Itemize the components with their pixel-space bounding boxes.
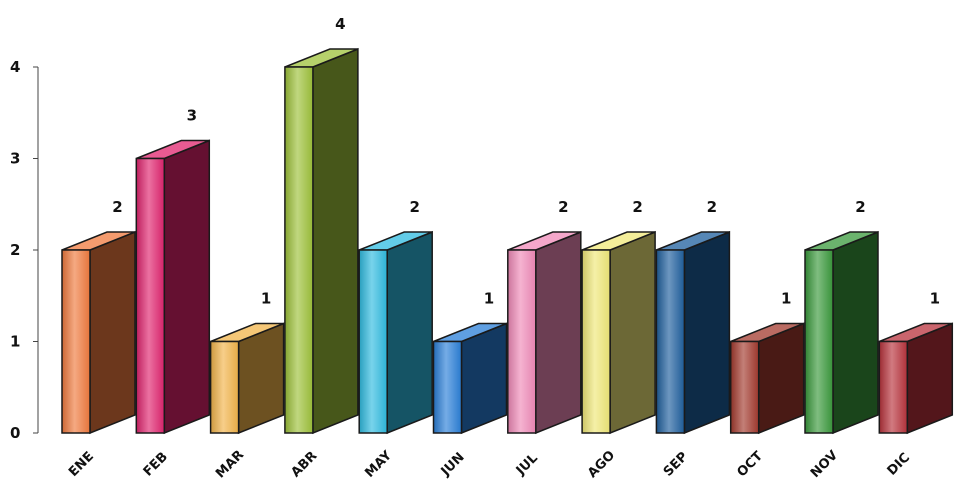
data-label: 4 xyxy=(335,15,345,33)
bar-side-face xyxy=(535,230,582,435)
bar-ene xyxy=(61,230,136,435)
x-tick-label: MAR xyxy=(213,448,247,482)
data-label: 2 xyxy=(558,198,568,216)
bar-side-face xyxy=(312,47,359,435)
bar-front-face xyxy=(804,249,834,434)
y-tick-label: 4 xyxy=(10,58,20,76)
data-label: 2 xyxy=(112,198,122,216)
category-labels: ENE FEB MAR ABR MAY JUN JUL AGO SEP OCT NOV DIC xyxy=(66,448,913,482)
x-tick-label: NOV xyxy=(808,448,841,481)
x-tick-label: ABR xyxy=(289,449,321,481)
x-tick-label: OCT xyxy=(735,449,767,481)
bar-side-face xyxy=(89,230,136,435)
bar-jun xyxy=(432,322,508,435)
data-label: 1 xyxy=(484,290,494,308)
bar-jul xyxy=(507,230,582,435)
x-tick-label: JUL xyxy=(513,451,541,479)
bar-side-face xyxy=(609,230,656,435)
x-tick-label: DIC xyxy=(885,450,913,478)
bars xyxy=(61,47,954,435)
bar-side-face xyxy=(460,322,508,435)
bar-front-face xyxy=(61,249,91,434)
bar-side-face xyxy=(757,322,805,435)
bar-dic xyxy=(878,322,954,435)
x-tick-label: MAY xyxy=(362,448,395,481)
data-label: 1 xyxy=(930,290,940,308)
bar-front-face xyxy=(878,340,909,434)
bar-front-face xyxy=(209,340,240,434)
bar-mar xyxy=(209,322,285,435)
bar-ago xyxy=(581,230,656,435)
bar-front-face xyxy=(432,340,463,434)
bar-front-face xyxy=(358,249,388,434)
data-labels: 2 3 1 4 2 1 2 2 2 1 2 1 xyxy=(112,15,940,308)
bar-front-face xyxy=(135,157,166,434)
data-label: 3 xyxy=(187,107,197,125)
bar-side-face xyxy=(237,322,285,435)
bar-front-face xyxy=(284,66,314,434)
bar-sep xyxy=(655,230,731,435)
data-label: 2 xyxy=(409,198,419,216)
bar-feb xyxy=(135,139,211,435)
y-tick-label: 1 xyxy=(10,333,20,351)
y-tick-label: 3 xyxy=(10,150,20,168)
data-label: 2 xyxy=(707,198,717,216)
bar-side-face xyxy=(906,322,954,435)
y-axis: 0 1 2 3 4 xyxy=(10,58,39,442)
bar-front-face xyxy=(507,249,537,434)
x-tick-label: AGO xyxy=(585,448,618,481)
bar-side-face xyxy=(163,139,211,435)
bar-oct xyxy=(729,322,805,435)
data-label: 2 xyxy=(855,198,865,216)
bar-abr xyxy=(284,47,359,435)
data-label: 2 xyxy=(632,198,642,216)
bar-nov xyxy=(804,230,879,435)
x-tick-label: ENE xyxy=(66,449,97,480)
bar-front-face xyxy=(655,249,686,434)
data-label: 1 xyxy=(781,290,791,308)
data-label: 1 xyxy=(261,290,271,308)
y-tick-label: 0 xyxy=(10,424,20,442)
bar-side-face xyxy=(683,230,731,435)
x-tick-label: FEB xyxy=(141,449,171,479)
bar-front-face xyxy=(729,340,760,434)
x-tick-label: SEP xyxy=(661,449,691,479)
x-tick-label: JUN xyxy=(438,450,468,480)
bar-side-face xyxy=(386,230,433,435)
bar-front-face xyxy=(581,249,611,434)
bar-side-face xyxy=(832,230,879,435)
bar-may xyxy=(358,230,433,435)
y-tick-label: 2 xyxy=(10,241,20,259)
